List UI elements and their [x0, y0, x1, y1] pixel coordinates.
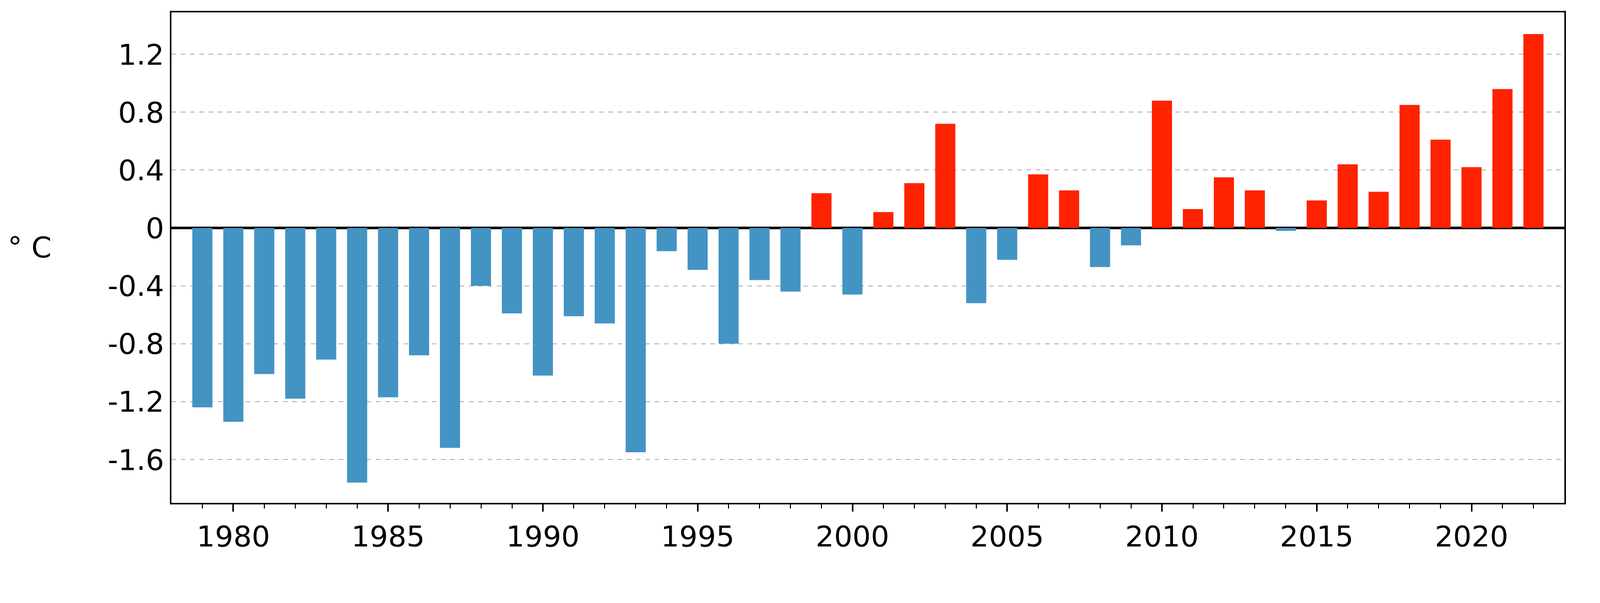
svg-text:-1.6: -1.6 — [107, 442, 165, 477]
svg-text:0.4: 0.4 — [118, 153, 165, 187]
svg-text:-0.4: -0.4 — [107, 268, 165, 303]
svg-text:1985: 1985 — [351, 519, 425, 553]
svg-text:0: 0 — [145, 211, 165, 245]
svg-text:° C: ° C — [7, 230, 52, 264]
svg-text:2000: 2000 — [815, 519, 890, 553]
svg-text:1990: 1990 — [505, 519, 580, 553]
svg-text:2010: 2010 — [1125, 519, 1199, 553]
svg-text:-1.2: -1.2 — [107, 384, 165, 419]
svg-text:2015: 2015 — [1279, 519, 1354, 553]
svg-text:0.8: 0.8 — [118, 95, 165, 130]
svg-text:-0.8: -0.8 — [107, 326, 165, 361]
svg-text:1980: 1980 — [196, 519, 271, 553]
svg-text:2020: 2020 — [1434, 519, 1509, 553]
svg-text:1.2: 1.2 — [118, 37, 165, 72]
svg-text:2005: 2005 — [970, 519, 1045, 553]
svg-text:1995: 1995 — [660, 519, 735, 553]
